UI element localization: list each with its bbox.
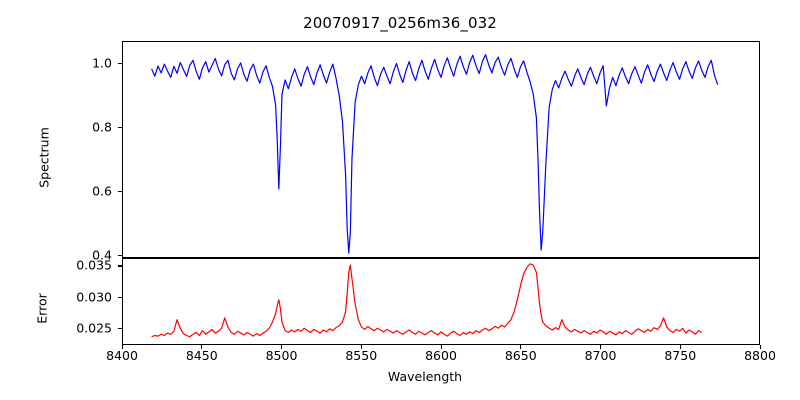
y-tick-mark-spectrum [118, 63, 122, 65]
x-tick-mark [520, 345, 522, 349]
x-tick-mark [360, 345, 362, 349]
x-tick-mark [281, 345, 283, 349]
y-tick-mark-spectrum [118, 254, 122, 256]
x-tick-label: 8750 [664, 348, 697, 363]
x-tick-label: 8650 [504, 348, 537, 363]
y-axis-label-error: Error [34, 293, 50, 324]
x-tick-label: 8700 [584, 348, 617, 363]
y-tick-label-spectrum: 1.0 [92, 55, 112, 71]
x-tick-mark [121, 345, 123, 349]
x-tick-label: 8800 [744, 348, 776, 363]
y-tick-mark-error [118, 296, 122, 298]
x-tick-label: 8600 [425, 348, 457, 363]
x-tick-mark [201, 345, 203, 349]
spectrum-panel [122, 41, 760, 258]
y-tick-label-error: 0.030 [76, 289, 112, 305]
y-tick-mark-error [118, 265, 122, 267]
y-tick-mark-spectrum [118, 190, 122, 193]
x-tick-mark [679, 345, 681, 349]
y-tick-label-error: 0.035 [76, 257, 112, 273]
y-tick-label-spectrum: 0.8 [92, 119, 112, 135]
y-tick-mark-error [118, 327, 122, 329]
x-tick-label: 8500 [265, 348, 298, 363]
x-tick-mark [600, 345, 602, 349]
page-title: 20070917_0256m36_032 [303, 14, 497, 32]
y-tick-label-error: 0.025 [76, 320, 112, 336]
spectrum-line-chart [123, 42, 759, 257]
x-tick-mark [759, 345, 761, 349]
error-line-chart [123, 259, 759, 344]
y-tick-label-spectrum: 0.4 [92, 247, 112, 263]
x-tick-label: 8550 [345, 348, 378, 363]
x-axis-label: Wavelength [387, 369, 463, 384]
y-tick-mark-spectrum [118, 127, 122, 129]
x-tick-label: 8400 [106, 348, 138, 363]
x-tick-label: 8450 [185, 348, 218, 363]
x-tick-mark [440, 345, 442, 349]
y-tick-label-spectrum: 0.6 [92, 183, 112, 199]
y-axis-label-spectrum: Spectrum [36, 127, 52, 188]
error-panel [122, 258, 760, 345]
